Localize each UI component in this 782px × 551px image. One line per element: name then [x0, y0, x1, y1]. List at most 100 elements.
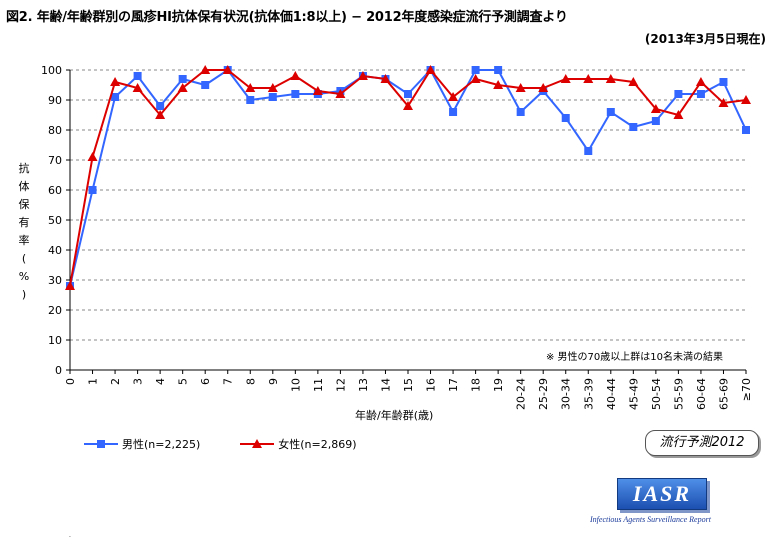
x-tick-label: 14 [379, 378, 392, 392]
x-tick-label: 40-44 [605, 378, 618, 410]
data-point-triangle [357, 71, 368, 80]
x-tick-label: 35-39 [582, 378, 595, 410]
x-tick-label: 15 [402, 378, 415, 392]
x-tick-label: ≥70 [740, 378, 753, 401]
y-axis-title-char: ) [21, 288, 27, 301]
data-point-square [651, 117, 660, 125]
x-tick-label: 65-69 [717, 378, 730, 410]
data-point-triangle [583, 74, 594, 83]
x-tick-label: 60-64 [695, 378, 708, 410]
x-tick-label: 55-59 [672, 378, 685, 410]
data-point-triangle [335, 89, 346, 98]
y-tick-label: 70 [48, 154, 62, 167]
data-point-square [471, 66, 480, 74]
x-tick-label: 45-49 [627, 378, 640, 410]
x-tick-label: 2 [109, 378, 122, 385]
y-axis-title-char: 率 [18, 234, 30, 247]
x-tick-label: 19 [492, 378, 505, 392]
y-tick-label: 30 [48, 274, 62, 287]
legend-label-male: 男性(n=2,225) [122, 438, 201, 451]
data-point-square [111, 93, 120, 101]
x-tick-label: 16 [425, 378, 438, 392]
y-tick-label: 50 [48, 214, 62, 227]
chart-title: 図2. 年齢/年齢群別の風疹HI抗体保有状況(抗体価1:8以上) − 2012年… [6, 10, 568, 25]
data-point-square [742, 126, 750, 134]
data-point-triangle [65, 281, 75, 290]
legend-label-female: 女性(n=2,869) [278, 438, 357, 451]
data-point-triangle [222, 65, 233, 74]
data-point-triangle [718, 98, 729, 107]
small-dot-mark: . [69, 532, 71, 539]
data-point-triangle [628, 77, 639, 86]
chart-subtitle: (2013年3月5日現在) [644, 32, 766, 46]
legend-marker-square-icon [84, 440, 118, 448]
x-tick-label: 50-54 [650, 378, 663, 410]
data-point-triangle [380, 74, 391, 83]
data-point-triangle [741, 95, 751, 104]
y-axis-title-char: 抗 [18, 162, 30, 175]
x-tick-label: 12 [334, 378, 347, 392]
data-point-square [404, 90, 412, 98]
y-axis-title: 抗体保有率 (%) [17, 160, 31, 304]
x-tick-label: 4 [154, 378, 167, 385]
y-tick-label: 100 [41, 64, 62, 77]
data-point-triangle [538, 83, 549, 92]
x-tick-label: 5 [177, 378, 190, 385]
x-tick-label: 18 [470, 378, 483, 392]
x-tick-label: 8 [244, 378, 257, 385]
data-point-square [629, 123, 638, 131]
data-point-square [156, 102, 165, 110]
data-point-square [201, 81, 210, 89]
data-point-square [584, 147, 593, 155]
data-point-triangle [403, 101, 413, 110]
data-point-triangle [515, 83, 526, 92]
y-tick-label: 40 [48, 244, 62, 257]
x-tick-label: 17 [447, 378, 460, 392]
data-point-triangle [673, 110, 684, 119]
data-point-square [561, 114, 570, 122]
data-point-triangle [312, 86, 323, 95]
data-point-triangle [605, 74, 616, 83]
data-point-triangle [470, 74, 481, 83]
y-tick-label: 60 [48, 184, 62, 197]
legend: 男性(n=2,225) 女性(n=2,869) [84, 436, 357, 452]
data-point-triangle [267, 83, 278, 92]
data-point-triangle [650, 104, 661, 113]
data-point-square [291, 90, 300, 98]
data-point-triangle [245, 83, 256, 92]
x-tick-label: 3 [132, 378, 145, 385]
data-point-square [494, 66, 503, 74]
y-tick-label: 0 [55, 364, 62, 377]
data-point-square [674, 90, 683, 98]
y-tick-label: 90 [48, 94, 62, 107]
y-axis-title-char: 保 [18, 198, 30, 211]
x-tick-label: 25-29 [537, 378, 550, 410]
gridlines [70, 69, 746, 341]
x-tick-label: 6 [199, 378, 212, 385]
iasr-logo: IASR [617, 478, 707, 510]
y-axis-title-char: 体 [18, 180, 30, 193]
legend-item-male: 男性(n=2,225) [84, 436, 200, 452]
data-point-triangle [155, 110, 166, 119]
legend-item-female: 女性(n=2,869) [240, 436, 357, 452]
data-point-triangle [200, 65, 211, 74]
iasr-logo-subtitle: Infectious Agents Surveillance Report [590, 515, 711, 524]
annotation-note: ※ 男性の70歳以上群は10名未満の結果 [546, 352, 724, 363]
data-point-triangle [110, 77, 121, 86]
data-point-triangle [87, 152, 98, 161]
x-axis-title: 年齢/年齢群(歳) [355, 409, 434, 422]
y-tick-label: 20 [48, 304, 62, 317]
data-point-square [268, 93, 277, 101]
y-tick-label: 10 [48, 334, 62, 347]
data-point-triangle [493, 80, 504, 89]
data-point-square [88, 186, 97, 194]
x-tick-label: 7 [222, 378, 235, 385]
y-axis-title-char: 有 [18, 216, 30, 229]
data-point-triangle [448, 92, 459, 101]
data-point-triangle [290, 71, 301, 80]
y-axis-title-char: % [18, 270, 30, 283]
data-point-square [178, 75, 187, 83]
legend-marker-triangle-icon [240, 439, 275, 448]
data-point-square [606, 108, 615, 116]
